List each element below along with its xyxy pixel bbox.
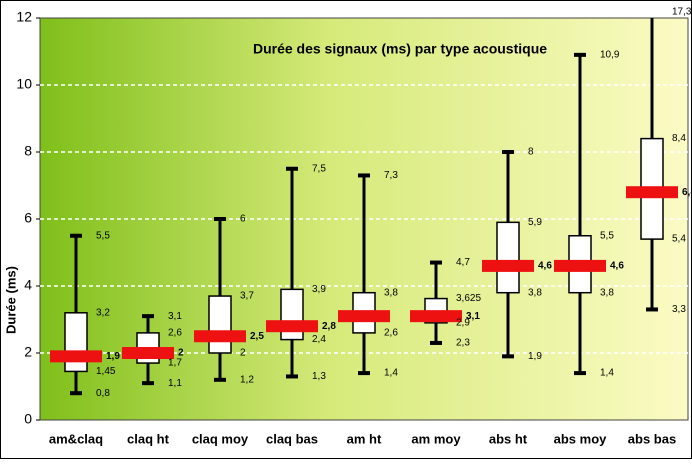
y-tick-label: 0 — [24, 411, 32, 427]
median — [554, 259, 606, 272]
boxes — [50, 18, 678, 396]
value-label: 1,1 — [168, 378, 182, 389]
x-tick-label: claq ht — [127, 431, 170, 446]
y-tick-label: 8 — [24, 143, 32, 159]
value-label: 1,2 — [240, 374, 254, 385]
value-label: 1,9 — [106, 351, 120, 362]
value-label: 1,9 — [528, 351, 542, 362]
x-tick-label: abs ht — [489, 431, 528, 446]
box — [64, 312, 88, 373]
value-label: 3,7 — [240, 291, 254, 302]
x-tick-label: am ht — [347, 431, 382, 446]
value-label: 3,2 — [96, 307, 110, 318]
x-tick-label: claq bas — [266, 431, 318, 446]
value-label: 2,4 — [312, 334, 326, 345]
median — [50, 350, 102, 363]
value-label: 5,9 — [528, 217, 542, 228]
value-label: 2,6 — [384, 328, 398, 339]
x-tick-label: am moy — [411, 431, 461, 446]
box — [496, 221, 520, 294]
value-label: 2 — [178, 348, 184, 359]
median — [626, 186, 678, 199]
value-label: 2,3 — [456, 338, 470, 349]
value-label: 3,1 — [466, 311, 480, 322]
value-label: 3,8 — [600, 287, 614, 298]
value-label: 3,9 — [312, 284, 326, 295]
median — [482, 259, 534, 272]
value-label: 10,9 — [600, 49, 620, 60]
y-tick-label: 4 — [24, 277, 32, 293]
box — [208, 295, 232, 354]
value-label: 1,45 — [96, 366, 116, 377]
value-label: 5,4 — [672, 234, 686, 245]
value-label: 2 — [240, 348, 246, 359]
value-label: 2,8 — [322, 321, 336, 332]
y-tick-label: 12 — [16, 9, 32, 25]
value-label: 0,8 — [96, 388, 110, 399]
median — [194, 330, 246, 343]
value-label: 4,6 — [538, 261, 552, 272]
value-label: 8 — [528, 147, 534, 158]
y-tick-label: 10 — [16, 76, 32, 92]
x-tick-label: abs bas — [628, 431, 676, 446]
value-label: 7,5 — [312, 163, 326, 174]
value-label: 3,1 — [168, 311, 182, 322]
value-label: 5,5 — [96, 230, 110, 241]
y-tick-label: 6 — [24, 210, 32, 226]
value-label: 6 — [240, 214, 246, 225]
value-label: 6,8 — [682, 187, 692, 198]
value-label: 1,4 — [600, 368, 614, 379]
median — [266, 320, 318, 333]
value-label: 8,4 — [672, 133, 686, 144]
value-label: 2,9 — [456, 317, 470, 328]
value-label: 3,625 — [456, 293, 481, 304]
value-label: 4,6 — [610, 261, 624, 272]
value-label: 1,7 — [168, 358, 182, 369]
value-label: 3,8 — [528, 287, 542, 298]
median — [338, 310, 390, 323]
x-tick-label: abs moy — [554, 431, 608, 446]
value-label: 2,5 — [250, 331, 264, 342]
y-tick-label: 2 — [24, 344, 32, 360]
value-label: 1,3 — [312, 371, 326, 382]
y-axis-label: Durée (ms) — [3, 266, 18, 334]
value-label: 4,7 — [456, 257, 470, 268]
median — [410, 310, 462, 323]
value-label: 17,3 — [672, 7, 692, 18]
x-tick-label: am&claq — [49, 431, 103, 446]
value-label: 3,3 — [672, 304, 686, 315]
value-label: 7,3 — [384, 170, 398, 181]
value-label: 2,6 — [168, 328, 182, 339]
chart-title: Durée des signaux (ms) par type acoustiq… — [253, 41, 547, 57]
value-label: 5,5 — [600, 230, 614, 241]
value-label: 1,4 — [384, 368, 398, 379]
value-label: 3,8 — [384, 287, 398, 298]
median — [122, 347, 174, 359]
x-tick-label: claq moy — [192, 431, 249, 446]
